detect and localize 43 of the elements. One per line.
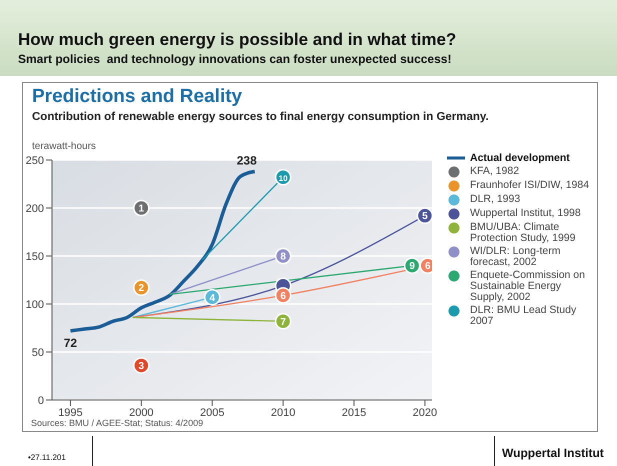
x-tick-label: 2010 bbox=[270, 406, 296, 419]
y-tick-label: 150 bbox=[26, 250, 44, 263]
legend-label: Wuppertal Institut, 1998 bbox=[470, 207, 581, 219]
y-tick-label: 200 bbox=[26, 202, 44, 215]
annotation: 7 bbox=[280, 316, 286, 328]
y-tick-label: 100 bbox=[26, 298, 44, 311]
annotation: 2 bbox=[138, 283, 145, 294]
annotation: 6 bbox=[424, 261, 431, 272]
x-tick-label: 2015 bbox=[342, 406, 366, 419]
legend-label: Enquete-Commission on Sustainable Energy Supply, 2002 bbox=[470, 269, 586, 303]
x-tick-label: 2005 bbox=[200, 406, 224, 419]
legend-label: KFA, 1982 bbox=[470, 165, 520, 177]
y-tick-label: 250 bbox=[26, 154, 44, 167]
text: Contribution of renewable energy sources to final energy consumption in Germany. bbox=[32, 110, 490, 124]
legend-label: Fraunhofer ISI/DIW, 1984 bbox=[470, 179, 590, 191]
data-label: 238 bbox=[236, 154, 258, 168]
x-tick-label: 2020 bbox=[412, 406, 438, 419]
text: •27.11.201 bbox=[28, 453, 66, 462]
annotation: 6 bbox=[280, 290, 286, 302]
text: Wuppertal Institut bbox=[502, 446, 604, 460]
chart-title: How much green energy is possible and in what time? bbox=[18, 30, 456, 50]
annotation: 9 bbox=[409, 261, 416, 272]
legend-label: DLR: BMU Lead Study 2007 bbox=[470, 304, 578, 327]
legend-label: BMU/UBA: Climate Protection Study, 1999 bbox=[470, 221, 576, 244]
line-series bbox=[68, 170, 257, 333]
annotation: 1 bbox=[138, 204, 145, 214]
annotation: 10 bbox=[278, 174, 288, 183]
x-tick-label: 2000 bbox=[129, 406, 154, 419]
legend-label: Actual development bbox=[470, 152, 570, 164]
annotation: 4 bbox=[209, 292, 216, 304]
y-axis-title: terawatt-hours bbox=[32, 141, 96, 152]
x-tick-label: 1995 bbox=[58, 406, 83, 419]
data-label: 72 bbox=[64, 336, 78, 350]
y-tick-label: 0 bbox=[38, 394, 44, 407]
annotation: 8 bbox=[280, 252, 286, 262]
legend-label: DLR, 1993 bbox=[470, 193, 520, 205]
text: Predictions and Reality bbox=[32, 86, 242, 108]
chart-subtitle: Smart policies and technology innovations can foster unexpected success! bbox=[18, 52, 452, 66]
source-note: Sources: BMU / AGEE-Stat; Status: 4/2009 bbox=[31, 418, 204, 428]
legend-label: WI/DLR: Long-term forecast, 2002 bbox=[470, 245, 562, 268]
annotation: 5 bbox=[422, 211, 428, 222]
annotation: 3 bbox=[138, 360, 145, 372]
y-tick-label: 50 bbox=[32, 346, 44, 359]
